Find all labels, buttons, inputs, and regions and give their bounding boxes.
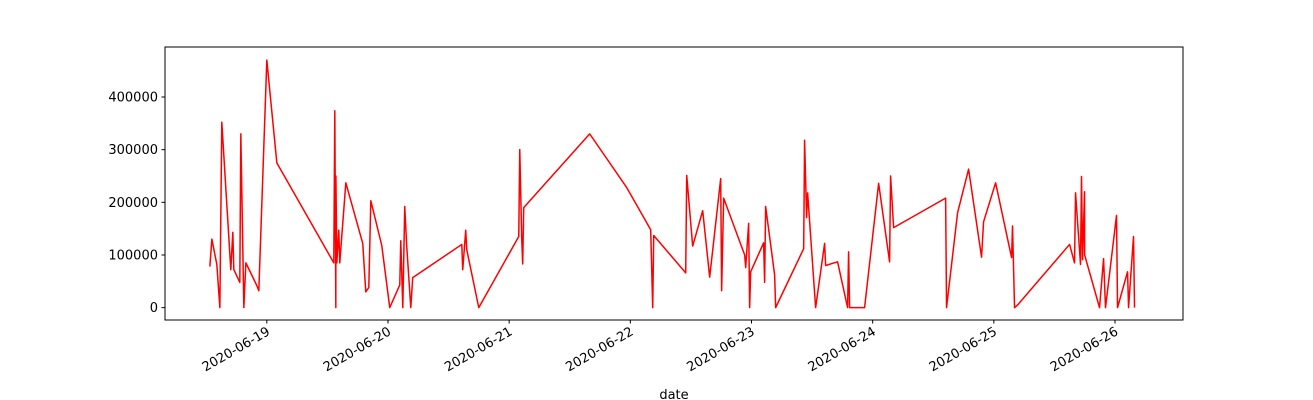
x-tick-label: 2020-06-26	[1048, 324, 1121, 375]
x-tick-label: 2020-06-20	[321, 324, 394, 375]
y-tick-label: 400000	[108, 91, 158, 106]
x-tick-label: 2020-06-21	[442, 324, 515, 375]
y-tick-label: 200000	[108, 196, 158, 211]
y-tick-label: 100000	[108, 248, 158, 263]
x-tick-label: 2020-06-24	[806, 324, 879, 375]
y-tick-label: 0	[150, 301, 158, 316]
x-tick-label: 2020-06-22	[563, 324, 636, 375]
y-tick-label: 300000	[108, 143, 158, 158]
x-axis-label: date	[659, 388, 688, 400]
plot-frame	[164, 46, 1184, 321]
x-tick-label: 2020-06-25	[927, 324, 1000, 375]
x-tick-label: 2020-06-23	[685, 324, 758, 375]
line-series	[209, 59, 1136, 309]
x-tick-label: 2020-06-19	[200, 324, 273, 375]
